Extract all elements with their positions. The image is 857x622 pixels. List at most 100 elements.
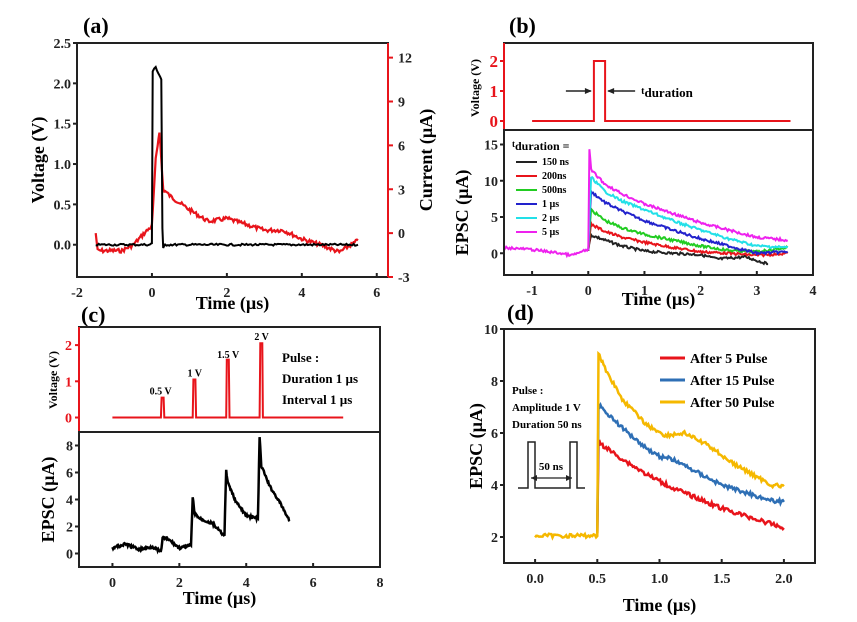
y-tick-label: 2 [490, 52, 499, 71]
y-axis-label-b: EPSC (µA) [452, 170, 473, 256]
x-axis-label-b: Time (µs) [622, 289, 696, 310]
pulse-schematic-icon [518, 441, 585, 489]
y-tick-label: 0 [491, 247, 498, 262]
y-tick-label: 1 [65, 375, 72, 390]
series-After-50-Pulse [534, 350, 785, 541]
y-tick-label: 2 [66, 521, 73, 536]
pulse-amplitude-label: 0.5 V [150, 386, 173, 397]
legend-label: 1 µs [542, 199, 559, 210]
interval-label: 50 ns [539, 461, 564, 473]
legend-label: 5 µs [542, 227, 559, 238]
x-tick-label: 6 [310, 576, 317, 591]
y-tick-label: 8 [66, 440, 73, 455]
x-tick-label: -1 [526, 284, 538, 299]
series-500ns [587, 206, 789, 255]
y-tick-label: 10 [484, 323, 498, 338]
y-axis-label-c-top: Voltage (V) [46, 351, 60, 409]
pulse-info-line: Interval 1 µs [282, 392, 352, 407]
y-tick-label: 1 [490, 82, 499, 101]
y-axis-label-b-top: Voltage (V) [468, 59, 482, 117]
x-tick-label: 4 [810, 284, 817, 299]
x-tick-label: 4 [243, 576, 250, 591]
x-axis-label-c: Time (µs) [183, 588, 257, 609]
x-tick-label: 1.5 [713, 572, 731, 587]
series-2-s [587, 175, 789, 251]
x-tick-label: 0.0 [526, 572, 544, 587]
x-axis-label-a: Time (µs) [196, 293, 270, 314]
y-tick-label: 0 [65, 412, 72, 427]
legend-label: 200ns [542, 171, 567, 182]
legend-label: After 50 Pulse [690, 396, 775, 411]
series-150-ns [587, 232, 769, 266]
series-After-15-Pulse [596, 401, 785, 534]
legend-label: 500ns [542, 185, 567, 196]
x-tick-label: 0 [109, 576, 116, 591]
legend-title-sub: duration = [515, 139, 570, 153]
y2-tick-label: 12 [398, 52, 412, 67]
duration-annotation: tduration [641, 85, 694, 100]
panel-label-b: (b) [509, 13, 536, 38]
series-voltage [95, 65, 359, 249]
y2-tick-label: -3 [398, 271, 410, 286]
plot-frame-b-bottom [503, 129, 814, 276]
legend-label: 150 ns [542, 157, 569, 168]
y-tick-label: 2 [65, 339, 72, 354]
pulse-info-line: Amplitude 1 V [512, 402, 581, 414]
legend-label: After 5 Pulse [690, 352, 768, 367]
y-tick-label: 1.5 [54, 118, 72, 133]
x-tick-label: 1 [641, 284, 648, 299]
series-pulse-b [532, 60, 791, 122]
x-tick-label: 2.0 [775, 572, 793, 587]
pulse-amplitude-label: 2 V [254, 332, 269, 343]
y-axis-label-c: EPSC (µA) [38, 457, 59, 543]
x-tick-label: 3 [753, 284, 760, 299]
series-200ns [587, 219, 789, 258]
pulse-amplitude-label: 1 V [187, 368, 202, 379]
annotation-t: t [641, 86, 645, 97]
y2-tick-label: 0 [398, 227, 405, 242]
series-After-5-Pulse [596, 439, 785, 534]
x-tick-label: 2 [697, 284, 704, 299]
x-tick-label: 0 [585, 284, 592, 299]
y-tick-label: 10 [484, 175, 498, 190]
legend-label: After 15 Pulse [690, 374, 775, 389]
y-tick-label: 6 [491, 427, 498, 442]
pulse-amplitude-label: 1.5 V [217, 350, 240, 361]
panel-label-a: (a) [83, 13, 109, 38]
panel-label-c: (c) [81, 302, 105, 327]
pulse-info-line: Duration 50 ns [512, 419, 582, 431]
y-tick-label: 0.0 [54, 239, 72, 254]
x-tick-label: 2 [223, 286, 230, 301]
x-axis-label-d: Time (µs) [623, 595, 697, 616]
y-tick-label: 0.5 [54, 198, 72, 213]
y-tick-label: 1.0 [54, 158, 72, 173]
legend-title: tduration = [512, 139, 570, 153]
x-tick-label: 0.5 [589, 572, 607, 587]
y-tick-label: 0 [490, 112, 499, 131]
y2-tick-label: 6 [398, 139, 405, 154]
y-tick-label: 5 [491, 211, 498, 226]
x-tick-label: 6 [373, 286, 380, 301]
y-tick-label: 2.0 [54, 77, 72, 92]
legend-title-t: t [512, 139, 515, 149]
annotation-sub: duration [644, 85, 693, 100]
pulse-info-line: Pulse : [282, 350, 319, 365]
x-tick-label: 1.0 [651, 572, 669, 587]
panel-label-d: (d) [507, 300, 534, 325]
x-tick-label: 0 [148, 286, 155, 301]
y-tick-label: 2.5 [54, 37, 72, 52]
y-tick-label: 2 [491, 531, 498, 546]
y-tick-label: 4 [66, 494, 73, 509]
series-5-s [503, 149, 789, 259]
y2-axis-label-a: Current (µA) [416, 109, 437, 212]
legend-label: 2 µs [542, 213, 559, 224]
y-tick-label: 4 [491, 479, 498, 494]
y-tick-label: 15 [484, 139, 498, 154]
series-1-s [587, 187, 788, 256]
y-axis-label-a: Voltage (V) [28, 117, 49, 204]
y-axis-label-d: EPSC (µA) [466, 403, 487, 489]
y2-tick-label: 9 [398, 96, 405, 111]
arrow-head-icon [584, 88, 592, 94]
series-pulses-c [112, 342, 344, 419]
y-tick-label: 0 [66, 548, 73, 563]
